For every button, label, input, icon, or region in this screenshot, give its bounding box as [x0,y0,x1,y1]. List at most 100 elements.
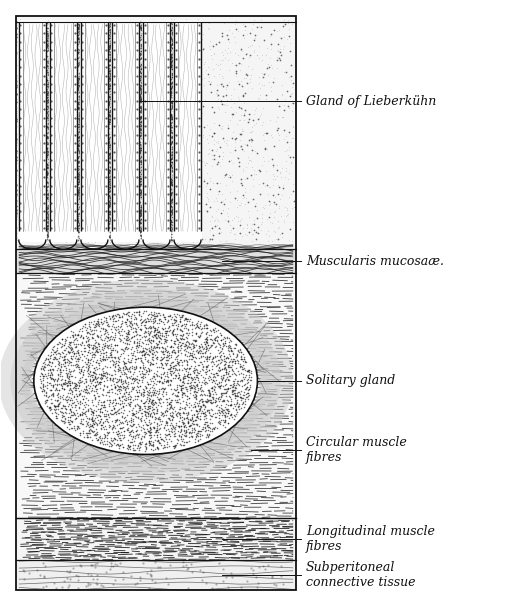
Point [169,73,177,82]
Point [42,166,50,175]
Point [89,350,98,359]
Point [137,65,145,74]
Point [161,314,169,324]
Point [201,343,210,352]
Point [149,398,157,408]
Point [203,355,211,364]
Point [47,373,56,383]
Point [136,162,145,172]
Point [221,194,229,203]
Point [114,65,122,75]
Point [237,347,245,356]
Point [45,136,53,145]
Point [169,57,177,67]
Point [61,395,69,404]
Point [108,579,117,589]
Point [134,338,143,347]
Point [159,435,167,445]
Point [141,407,149,417]
Point [136,157,145,166]
Point [270,226,279,236]
Point [132,430,140,440]
Point [103,50,112,60]
Point [267,39,275,49]
Point [171,395,179,405]
Point [268,63,276,73]
Point [180,135,188,145]
Point [263,63,271,73]
Point [138,105,146,115]
Point [136,227,144,237]
Point [40,358,48,367]
Point [165,316,173,325]
Point [97,317,105,327]
Point [178,206,186,216]
Point [179,97,187,107]
Point [163,358,172,368]
Point [108,401,117,410]
Point [202,329,210,338]
Point [177,425,185,435]
Point [146,411,154,421]
Point [195,377,203,387]
Point [64,347,72,357]
Point [142,394,151,404]
Point [83,388,91,398]
Point [199,422,208,432]
Point [74,73,82,82]
Point [42,73,50,82]
Point [169,160,177,169]
Point [170,385,178,394]
Point [201,339,210,349]
Point [175,370,183,380]
Point [179,331,187,340]
Point [144,356,152,365]
Point [93,347,102,356]
Point [180,421,188,431]
Point [74,129,82,139]
Point [143,227,151,236]
Point [227,400,235,409]
Point [77,364,86,374]
Point [280,134,288,144]
Point [167,238,175,247]
Point [102,314,111,323]
Point [138,52,146,62]
Point [58,182,66,192]
Point [238,376,246,385]
Point [127,386,135,396]
Point [105,92,113,102]
Point [75,26,83,36]
Point [184,326,192,335]
Point [138,149,146,159]
Point [114,376,122,386]
Point [79,369,88,379]
Point [220,370,228,380]
Point [38,386,46,395]
Point [73,152,81,161]
Point [155,127,163,137]
Point [136,572,144,582]
Point [96,404,104,413]
Point [184,408,192,418]
Point [243,140,251,149]
Point [43,377,51,387]
Point [135,316,144,325]
Point [190,367,198,377]
Point [198,377,207,387]
Point [66,383,74,393]
Point [158,191,167,201]
Point [70,335,78,345]
Point [105,216,113,226]
Point [35,85,43,95]
Point [86,419,94,429]
Point [227,94,235,104]
Point [66,377,74,386]
Point [88,361,96,370]
Point [227,413,236,422]
Point [108,332,117,342]
Point [75,81,84,91]
Point [169,144,177,154]
Point [83,221,91,231]
Point [165,404,173,414]
